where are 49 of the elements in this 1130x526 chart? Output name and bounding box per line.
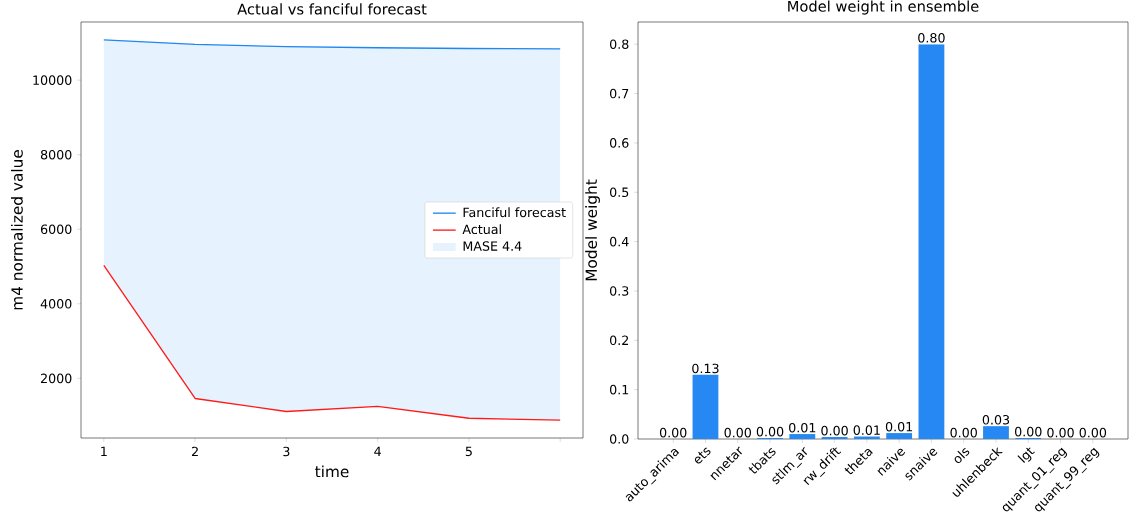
data-label: 0.01 — [885, 421, 913, 432]
data-label: 0.03 — [982, 414, 1010, 425]
data-label: 0.00 — [821, 425, 848, 436]
x-tick-label: 4 — [374, 446, 381, 456]
y-tick-label: 6000 — [40, 224, 72, 235]
y-tick-label: 0.2 — [609, 335, 629, 346]
legend-label: Actual — [462, 224, 501, 235]
line-series — [103, 39, 561, 50]
bar — [692, 374, 719, 439]
data-label: 0.01 — [853, 425, 880, 435]
y-tick-label: 2000 — [40, 373, 72, 384]
chart-title: Model weight in ensemble — [788, 0, 979, 15]
y-tick-label: 0.7 — [609, 88, 629, 99]
bar — [983, 426, 1009, 439]
data-label: 0.01 — [789, 422, 816, 433]
data-label: 0.00 — [950, 427, 977, 438]
y-tick-label: 10000 — [33, 75, 72, 85]
line-series — [103, 264, 561, 421]
y-tick-label: 4000 — [40, 299, 72, 309]
y-tick-label: 0.1 — [609, 384, 629, 395]
bar — [886, 433, 913, 439]
x-axis-title: time — [315, 465, 349, 478]
bar — [918, 44, 945, 439]
x-tick-label: 2 — [191, 446, 198, 457]
y-axis-title: Model weight — [585, 179, 600, 281]
y-axis-title: m4 normalized value — [10, 150, 23, 310]
chart-title: Actual vs fanciful forecast — [237, 3, 427, 15]
x-tick-label: 1 — [101, 446, 107, 456]
data-label: 0.80 — [918, 33, 945, 43]
data-label: 0.00 — [659, 427, 687, 438]
y-tick-label: 0.4 — [609, 236, 629, 247]
data-label: 0.13 — [692, 363, 719, 374]
y-tick-label: 0.8 — [609, 39, 629, 50]
data-label: 0.00 — [756, 426, 784, 437]
y-tick-label: 0.5 — [609, 187, 629, 198]
annotation: MASE 4.4 — [463, 241, 522, 251]
x-tick-label: ets — [694, 447, 711, 464]
y-tick-label: 8000 — [40, 149, 72, 160]
data-label: 0.00 — [724, 427, 752, 438]
legend-label: Fanciful forecast — [463, 207, 566, 218]
data-label: 0.00 — [1015, 426, 1042, 437]
data-label: 0.00 — [1047, 427, 1074, 438]
x-tick-label: 3 — [283, 446, 290, 457]
y-tick-label: 0.6 — [609, 138, 629, 148]
x-tick-label: 5 — [465, 446, 472, 457]
y-tick-label: 0.0 — [609, 434, 629, 444]
y-tick-label: 0.3 — [609, 286, 629, 296]
data-label: 0.00 — [1079, 427, 1107, 438]
bar — [789, 434, 816, 439]
